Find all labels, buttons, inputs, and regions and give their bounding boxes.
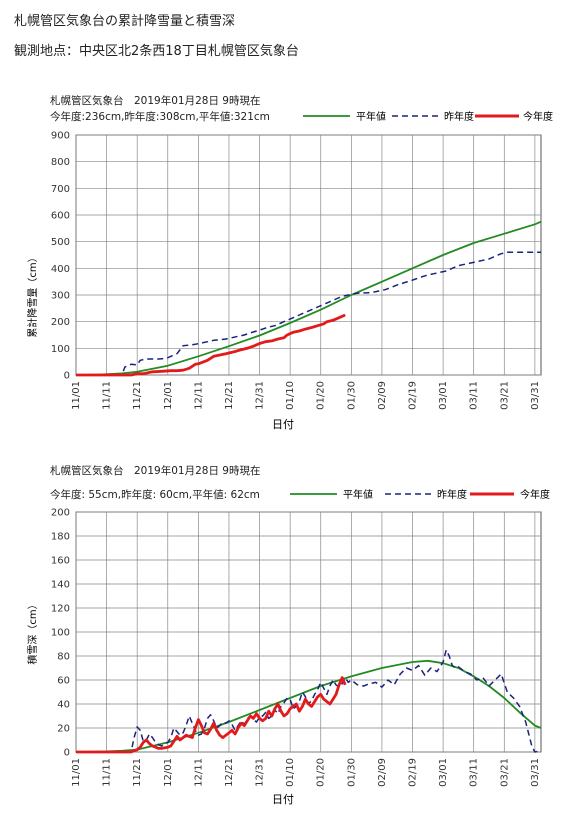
cumulative-snowfall-chart: 札幌管区気象台 2019年01月28日 9時現在 今年度:236cm,昨年度:3… [26,94,553,431]
y-tick-label: 600 [51,211,70,222]
x-tick-label: 12/31 [255,381,266,410]
y-axis-label: 積雪深（cm） [26,599,39,664]
x-tick-label: 02/09 [377,381,388,410]
x-tick-label: 03/01 [438,381,449,410]
series-line-this-year [76,313,346,377]
x-axis-label: 日付 [272,793,294,806]
x-tick-label: 03/11 [469,758,480,787]
plot-series [75,220,542,377]
y-tick-label: 700 [51,184,70,195]
x-tick-label: 01/30 [346,381,357,410]
observation-location: 観測地点：中央区北2条西18丁目札幌管区気象台 [14,44,299,59]
y-tick-label: 200 [51,317,70,328]
x-tick-label: 03/31 [530,381,541,410]
x-tick-label: 12/01 [163,381,174,410]
chart-summary: 今年度: 55cm,昨年度: 60cm,平年値: 62cm [50,488,260,501]
y-tick-label: 140 [51,580,70,591]
page-title: 札幌管区気象台の累計降雪量と積雪深 [14,14,236,29]
legend-lastyear-label: 昨年度 [437,488,467,501]
x-tick-label: 02/09 [377,758,388,787]
legend-normal-label: 平年値 [343,488,373,501]
y-tick-label: 500 [51,237,70,248]
y-axis-label: 累計降雪量（cm） [26,252,39,337]
y-tick-label: 160 [51,556,70,567]
x-tick-label: 12/21 [224,381,235,410]
series-line-this-year [76,676,347,754]
chart-legend: 平年値 昨年度 今年度 [303,110,553,123]
y-tick-label: 100 [51,628,70,639]
x-tick-label: 12/21 [224,758,235,787]
x-tick-label: 03/21 [499,758,510,787]
legend-thisyear-label: 今年度 [523,110,553,123]
x-axis-label: 日付 [272,418,294,431]
x-tick-label: 03/21 [499,381,510,410]
x-tick-label: 12/31 [255,758,266,787]
y-tick-label: 200 [51,508,70,519]
y-tick-label: 120 [51,604,70,615]
y-tick-label: 0 [64,371,70,382]
y-tick-label: 900 [51,131,70,142]
y-tick-label: 80 [57,652,70,663]
y-tick-label: 180 [51,532,70,543]
legend-normal-label: 平年値 [356,110,386,123]
x-tick-label: 12/11 [193,758,204,787]
x-tick-label: 03/01 [438,758,449,787]
plot-series [75,649,542,754]
x-tick-label: 01/20 [316,758,327,787]
y-tick-label: 800 [51,157,70,168]
chart-header: 札幌管区気象台 2019年01月28日 9時現在 [50,464,260,477]
plot-grid [75,511,542,753]
y-tick-label: 20 [57,724,70,735]
x-tick-label: 02/19 [408,381,419,410]
x-tick-label: 12/11 [193,381,204,410]
x-tick-label: 03/31 [530,758,541,787]
x-tick-label: 11/11 [102,381,113,410]
chart-legend: 平年値 昨年度 今年度 [290,488,550,501]
plot-axes: 0 100 200 300 400 500 600 700 800 900 11/01 11/11 11… [51,131,541,410]
x-tick-label: 11/11 [102,758,113,787]
plot-area [75,134,542,376]
x-tick-label: 01/10 [285,381,296,410]
y-tick-label: 40 [57,700,70,711]
x-tick-label: 11/01 [71,381,82,410]
x-tick-label: 11/01 [71,758,82,787]
y-tick-label: 0 [64,748,70,759]
legend-lastyear-label: 昨年度 [444,110,474,123]
plot-grid [75,134,542,376]
y-tick-label: 100 [51,344,70,355]
snow-depth-chart: 札幌管区気象台 2019年01月28日 9時現在 今年度: 55cm,昨年度: … [26,464,550,806]
chart-summary: 今年度:236cm,昨年度:308cm,平年値:321cm [50,110,270,123]
x-tick-label: 01/20 [316,381,327,410]
x-tick-label: 01/10 [285,758,296,787]
plot-axes: 0 20 40 60 80 100 120 140 160 180 200 11/01 11/11 11/… [51,508,541,787]
x-tick-label: 12/01 [163,758,174,787]
x-tick-label: 03/11 [469,381,480,410]
y-tick-label: 400 [51,264,70,275]
y-tick-label: 300 [51,291,70,302]
series-line-normal [75,220,542,376]
chart-header: 札幌管区気象台 2019年01月28日 9時現在 [50,94,260,107]
x-tick-label: 01/30 [346,758,357,787]
y-tick-label: 60 [57,676,70,687]
x-tick-label: 11/21 [132,381,143,410]
x-tick-label: 11/21 [132,758,143,787]
x-tick-label: 02/19 [408,758,419,787]
legend-thisyear-label: 今年度 [520,488,550,501]
